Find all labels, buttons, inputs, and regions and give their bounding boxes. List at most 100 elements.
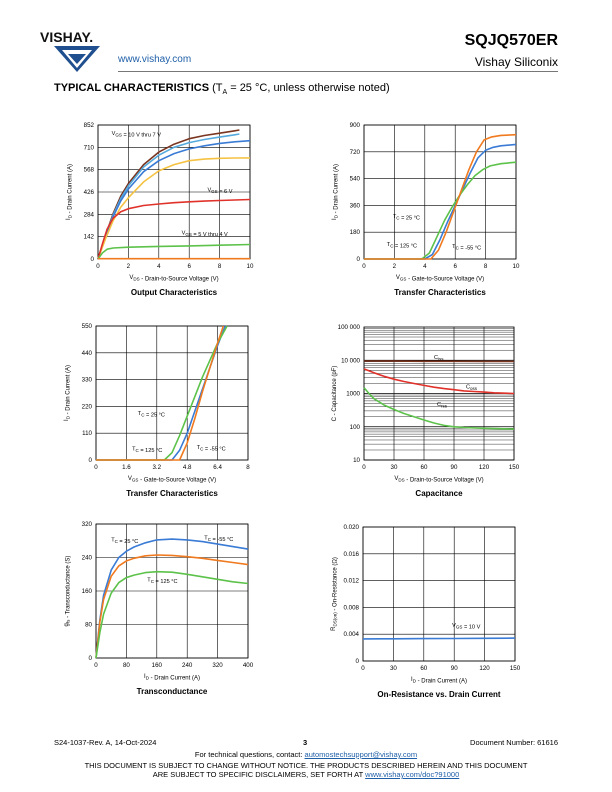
chart-title: Transfer Characteristics — [394, 288, 486, 297]
chart-annotation: Crss — [437, 402, 448, 409]
series-line — [97, 157, 251, 260]
y-tick-label: 220 — [82, 403, 93, 410]
disclaimer-link[interactable]: www.vishay.com/doc?91000 — [365, 770, 460, 779]
contact-email-link[interactable]: automostechsupport@vishay.com — [304, 750, 418, 759]
chart-annotation: TC = 25 °C — [393, 214, 420, 222]
y-tick-label: 360 — [350, 202, 361, 209]
chart-frame — [95, 325, 249, 461]
x-tick-label: 10 — [513, 263, 520, 270]
website-link[interactable]: www.vishay.com — [118, 54, 192, 65]
series-line — [97, 129, 240, 260]
chart-annotation: TC = 25 °C — [138, 411, 165, 419]
x-tick-label: 30 — [391, 464, 398, 471]
y-tick-label: 720 — [350, 149, 361, 156]
series-line — [97, 133, 240, 260]
x-tick-label: 90 — [451, 665, 458, 672]
y-tick-label: 900 — [350, 122, 361, 129]
x-tick-label: 4.8 — [183, 464, 192, 471]
chart-grid — [97, 124, 251, 260]
x-tick-label: 0 — [361, 665, 365, 672]
series-line — [364, 133, 517, 260]
x-tick-label: 4 — [423, 263, 427, 270]
x-tick-label: 8 — [246, 464, 250, 471]
series-line — [95, 538, 249, 659]
footer-revision: S24-1037-Rev. A, 14-Oct-2024 — [54, 738, 157, 747]
x-tick-label: 3.2 — [152, 464, 161, 471]
series-line — [363, 360, 515, 363]
chart-annotation: Ciss — [434, 355, 444, 362]
chart-annotation: VGS = 5 V thru 4 V — [182, 231, 228, 239]
x-tick-label: 160 — [152, 662, 163, 669]
x-axis-label: VGS - Gate-to-Source Voltage (V) — [128, 476, 216, 484]
y-axis-label: ID - Drain Current (A) — [332, 164, 340, 220]
y-tick-label: 1000 — [346, 391, 360, 398]
series-line — [96, 325, 225, 461]
x-axis-label: VDS - Drain-to-Source Voltage (V) — [394, 476, 483, 484]
chart-grid — [363, 124, 517, 260]
section-heading: TYPICAL CHARACTERISTICS (TA = 25 °C, unl… — [54, 82, 390, 96]
chart-annotation: VGS = 6 V — [207, 187, 232, 195]
y-axis-label: C - Capacitance (pF) — [332, 366, 338, 422]
series-line — [364, 161, 517, 260]
series-line — [96, 325, 228, 461]
series-line — [97, 139, 251, 260]
y-tick-label: 330 — [82, 377, 93, 384]
chart-frame — [97, 124, 251, 260]
chart-annotation: Coss — [466, 385, 478, 392]
series-line — [96, 325, 226, 461]
y-tick-label: 550 — [82, 323, 93, 330]
x-axis-label: ID - Drain Current (A) — [144, 674, 200, 682]
x-tick-label: 8 — [218, 263, 222, 270]
x-tick-label: 2 — [393, 263, 397, 270]
x-tick-label: 60 — [421, 464, 428, 471]
part-number: SQJQ570ER — [464, 32, 558, 49]
chart-title: Transconductance — [136, 687, 208, 696]
x-tick-label: 80 — [123, 662, 130, 669]
y-tick-label: 540 — [350, 176, 361, 183]
y-axis-label: gfs - Transconductance (S) — [64, 556, 72, 627]
chart-grid — [95, 523, 249, 659]
y-tick-label: 320 — [82, 521, 93, 528]
y-tick-label: 0.008 — [344, 604, 360, 611]
x-tick-label: 120 — [479, 464, 490, 471]
chart-frame — [362, 526, 516, 662]
y-tick-label: 440 — [82, 350, 93, 357]
y-tick-label: 0 — [356, 658, 360, 665]
y-tick-label: 180 — [350, 229, 361, 236]
x-axis-label: VGS - Gate-to-Source Voltage (V) — [396, 275, 484, 283]
section-condition: (TA = 25 °C, unless otherwise noted) — [212, 82, 390, 97]
y-tick-label: 142 — [84, 234, 95, 241]
chart-frame — [363, 124, 517, 260]
chart-title: Capacitance — [415, 489, 463, 498]
y-axis-label: RDS(on) - On-Resistance (Ω) — [331, 557, 339, 631]
x-tick-label: 0 — [94, 464, 98, 471]
footer-disclaimer-line1: THIS DOCUMENT IS SUBJECT TO CHANGE WITHO… — [84, 761, 528, 770]
x-tick-label: 120 — [479, 665, 490, 672]
y-tick-label: 426 — [84, 189, 95, 196]
x-tick-label: 0 — [94, 662, 98, 669]
y-tick-label: 284 — [84, 211, 95, 218]
chart-grid — [95, 325, 249, 461]
x-tick-label: 150 — [509, 464, 520, 471]
series-line — [363, 368, 515, 395]
y-tick-label: 110 — [82, 430, 92, 437]
chart-annotation: VGS = 10 V thru 7 V — [112, 131, 162, 139]
chart-title: Output Characteristics — [130, 288, 218, 297]
x-tick-label: 30 — [390, 665, 397, 672]
section-title: TYPICAL CHARACTERISTICS — [54, 82, 210, 94]
y-tick-label: 0.020 — [344, 524, 360, 531]
footer-document-number: Document Number: 61616 — [470, 738, 558, 747]
x-tick-label: 8 — [484, 263, 488, 270]
y-tick-label: 852 — [84, 122, 95, 129]
x-tick-label: 6 — [453, 263, 457, 270]
vishay-logo: VISHAY. — [40, 29, 100, 72]
x-tick-label: 1.6 — [122, 464, 131, 471]
chart-annotation: TC = 25 °C — [111, 538, 138, 546]
y-tick-label: 160 — [82, 588, 93, 595]
y-tick-label: 80 — [85, 622, 92, 629]
series-line — [95, 570, 249, 659]
